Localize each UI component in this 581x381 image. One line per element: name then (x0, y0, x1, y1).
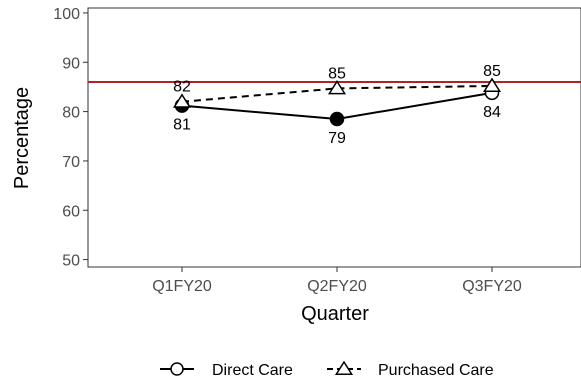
legend-label-purchased-care: Purchased Care (378, 362, 494, 379)
y-tick-label: 100 (53, 6, 80, 23)
purchased-care-data-label: 85 (483, 63, 501, 80)
purchased-care-point (172, 93, 192, 108)
purchased-care-point (482, 77, 502, 92)
purchased-care-data-label: 82 (173, 79, 191, 96)
y-tick-label: 90 (62, 55, 80, 72)
series-line-purchased-care (181, 84, 493, 103)
plot-panel (87, 7, 581, 268)
y-tick-label: 80 (62, 105, 80, 122)
legend-key-direct-care-marker (170, 362, 184, 376)
direct-care-data-label: 84 (483, 104, 501, 121)
x-axis: Q1FY20 Q2FY20 Q3FY20 (152, 267, 522, 295)
data-labels-layer: 82 85 85 81 79 84 (173, 63, 501, 147)
direct-care-data-label: 79 (328, 130, 346, 147)
series-layer (172, 77, 502, 127)
y-axis-title: Percentage (11, 87, 33, 189)
x-axis-title: Quarter (301, 303, 369, 325)
legend: Direct Care Purchased Care (160, 360, 494, 379)
legend-key-purchased-care-marker (334, 360, 354, 375)
x-tick-label: Q3FY20 (462, 278, 522, 295)
direct-care-point (329, 111, 345, 127)
purchased-care-point (327, 80, 347, 95)
legend-label-direct-care: Direct Care (212, 362, 293, 379)
y-tick-label: 70 (62, 154, 80, 171)
x-tick-label: Q1FY20 (152, 278, 212, 295)
x-tick-label: Q2FY20 (307, 278, 367, 295)
y-tick-label: 50 (62, 253, 80, 270)
purchased-care-data-label: 85 (328, 65, 346, 82)
y-axis: 50 60 70 80 90 100 (53, 6, 88, 270)
y-tick-label: 60 (62, 203, 80, 220)
direct-care-data-label: 81 (173, 117, 191, 134)
